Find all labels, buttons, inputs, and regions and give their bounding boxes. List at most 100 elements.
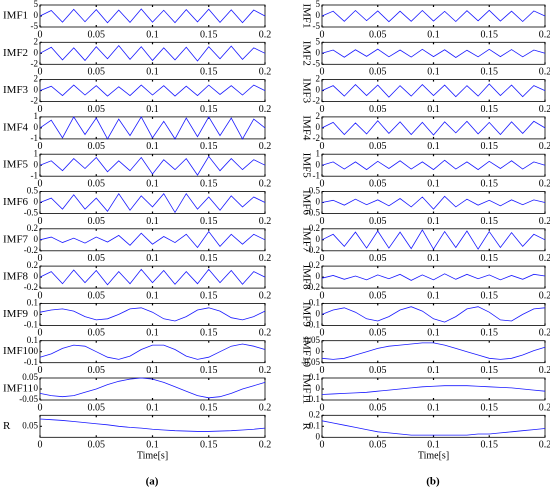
x-tick-label: 0.2 bbox=[259, 29, 272, 40]
x-tick-label: 0 bbox=[320, 216, 325, 227]
y-tick-label: 0.2 bbox=[309, 409, 320, 419]
signal-line bbox=[39, 418, 266, 432]
x-tick-label: 0.1 bbox=[427, 440, 440, 451]
y-axis-label: IMF10 bbox=[300, 336, 312, 367]
y-tick-label: -0.2 bbox=[306, 245, 320, 255]
y-axis-label: IMF5 bbox=[300, 153, 312, 179]
x-tick-label: 0.05 bbox=[88, 402, 106, 413]
x-tick-label: 0.2 bbox=[539, 216, 550, 227]
x-tick-label: 0.15 bbox=[200, 216, 218, 227]
x-tick-label: 0.1 bbox=[427, 216, 440, 227]
y-tick-label: 2 bbox=[34, 74, 39, 84]
y-axis-label: IMF8 bbox=[300, 265, 312, 291]
y-tick-label: 0.1 bbox=[27, 335, 38, 345]
x-tick-label: 0.2 bbox=[259, 178, 272, 189]
x-tick-label: 0.15 bbox=[200, 290, 218, 301]
x-tick-label: 0.15 bbox=[481, 178, 499, 189]
signal-line bbox=[39, 230, 266, 249]
x-tick-label: 0.15 bbox=[200, 104, 218, 115]
y-axis-label: IMF11 bbox=[3, 383, 33, 395]
x-tick-label: 0.05 bbox=[88, 328, 106, 339]
signal-line bbox=[321, 342, 546, 360]
y-tick-label: 0 bbox=[316, 383, 321, 393]
y-tick-label: -2 bbox=[31, 58, 39, 68]
signal-line bbox=[39, 377, 266, 399]
y-axis-label: IMF1 bbox=[300, 3, 312, 28]
y-tick-label: -5 bbox=[31, 21, 39, 31]
y-axis-label: IMF9 bbox=[3, 308, 29, 320]
y-tick-label: -0.05 bbox=[19, 394, 38, 404]
x-tick-label: 0.05 bbox=[88, 104, 106, 115]
x-tick-label: 0.2 bbox=[259, 328, 272, 339]
x-tick-label: 0.05 bbox=[369, 104, 387, 115]
x-tick-label: 0.15 bbox=[200, 440, 218, 451]
x-tick-label: 0.15 bbox=[200, 402, 218, 413]
x-tick-label: 0.05 bbox=[88, 141, 106, 152]
x-tick-label: 0.2 bbox=[539, 141, 550, 152]
x-tick-label: 0.2 bbox=[259, 216, 272, 227]
x-tick-label: 0.2 bbox=[259, 440, 272, 451]
y-tick-label: 0 bbox=[34, 159, 39, 169]
y-tick-label: 0 bbox=[316, 271, 321, 281]
axes-box bbox=[321, 265, 546, 289]
y-tick-label: -5 bbox=[313, 58, 321, 68]
x-tick-label: 0 bbox=[320, 67, 325, 78]
y-tick-label: -0.2 bbox=[24, 282, 38, 292]
signal-line bbox=[39, 8, 266, 24]
x-tick-label: 0.2 bbox=[259, 67, 272, 78]
x-tick-label: 0 bbox=[38, 365, 43, 376]
x-tick-label: 0.1 bbox=[146, 290, 159, 301]
y-axis-label: IMF2 bbox=[3, 47, 28, 59]
x-tick-label: 0.05 bbox=[369, 178, 387, 189]
y-tick-label: 0.1 bbox=[309, 372, 320, 382]
x-tick-label: 0.2 bbox=[259, 402, 272, 413]
y-tick-label: 5 bbox=[316, 0, 321, 9]
y-tick-label: 0 bbox=[316, 346, 321, 356]
x-tick-label: 0 bbox=[38, 216, 43, 227]
x-tick-label: 0.15 bbox=[200, 141, 218, 152]
x-tick-label: 0.15 bbox=[481, 29, 499, 40]
x-tick-label: 0.15 bbox=[481, 402, 499, 413]
x-tick-label: 0 bbox=[38, 178, 43, 189]
y-axis-label: IMF7 bbox=[3, 233, 29, 245]
y-tick-label: 0 bbox=[34, 271, 39, 281]
x-tick-label: 0 bbox=[38, 402, 43, 413]
x-tick-label: 0.1 bbox=[427, 365, 440, 376]
x-axis-label: Time[s] bbox=[418, 451, 449, 462]
axes-box bbox=[39, 228, 266, 252]
x-tick-label: 0 bbox=[320, 141, 325, 152]
x-tick-label: 0.15 bbox=[481, 440, 499, 451]
y-tick-label: 0.05 bbox=[304, 335, 320, 345]
x-tick-label: 0.15 bbox=[481, 104, 499, 115]
y-tick-label: 0.05 bbox=[22, 420, 38, 430]
y-axis-label: IMF3 bbox=[3, 84, 29, 96]
x-tick-label: 0 bbox=[320, 290, 325, 301]
signal-line bbox=[321, 229, 546, 250]
y-tick-label: 0.2 bbox=[309, 223, 320, 233]
signal-line bbox=[39, 44, 266, 62]
y-tick-label: 1 bbox=[316, 148, 321, 158]
y-tick-label: 0 bbox=[316, 234, 321, 244]
x-tick-label: 0.05 bbox=[369, 402, 387, 413]
axes-box bbox=[39, 414, 266, 438]
x-tick-label: 0.05 bbox=[88, 440, 106, 451]
x-tick-label: 0.2 bbox=[539, 328, 550, 339]
signal-line bbox=[321, 195, 546, 210]
x-tick-label: 0.05 bbox=[88, 290, 106, 301]
x-tick-label: 0.2 bbox=[539, 290, 550, 301]
axes-box bbox=[39, 302, 266, 326]
x-tick-label: 0 bbox=[320, 365, 325, 376]
y-axis-label: R bbox=[300, 423, 312, 431]
y-tick-label: 0.2 bbox=[309, 260, 320, 270]
axes-box bbox=[39, 377, 266, 401]
y-tick-label: 0 bbox=[34, 234, 39, 244]
y-tick-label: -1 bbox=[31, 133, 39, 143]
axes-box bbox=[321, 414, 546, 438]
x-tick-label: 0 bbox=[320, 178, 325, 189]
x-tick-label: 0.05 bbox=[369, 216, 387, 227]
x-tick-label: 0.1 bbox=[427, 328, 440, 339]
x-tick-label: 0 bbox=[38, 253, 43, 264]
x-tick-label: 0 bbox=[38, 328, 43, 339]
x-tick-label: 0.2 bbox=[539, 253, 550, 264]
y-axis-label: IMF6 bbox=[3, 196, 29, 208]
